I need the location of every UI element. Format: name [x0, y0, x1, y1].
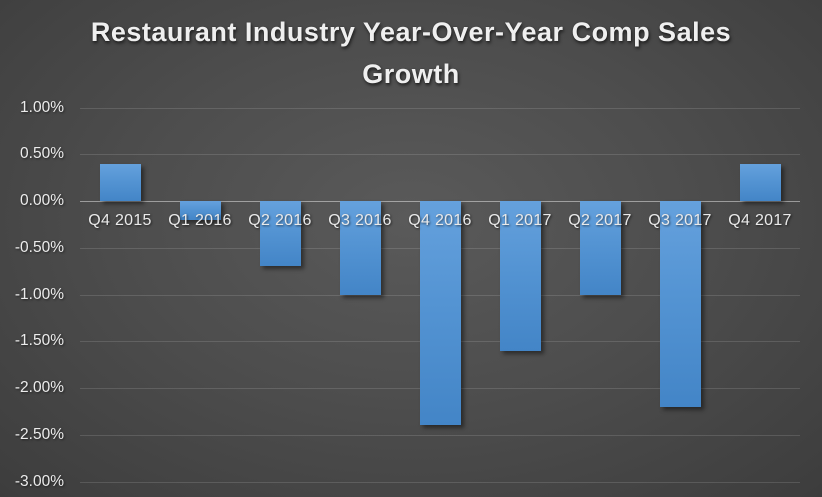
- y-tick-label: -3.00%: [14, 473, 64, 490]
- bar-q4-2015: [100, 164, 141, 201]
- x-label-q1-2016: Q1 2016: [168, 212, 232, 229]
- y-tick-label: 0.50%: [20, 145, 64, 162]
- y-tick-label: 1.00%: [20, 99, 64, 116]
- x-label-q3-2016: Q3 2016: [328, 212, 392, 229]
- gridline--3.00%: [80, 482, 800, 483]
- x-label-q1-2017: Q1 2017: [488, 212, 552, 229]
- bar-q1-2016: [180, 201, 221, 220]
- x-label-q2-2016: Q2 2016: [248, 212, 312, 229]
- y-tick-label: -2.50%: [14, 426, 64, 443]
- y-tick-label: 0.00%: [20, 192, 64, 209]
- gridline-1.00%: [80, 108, 800, 109]
- y-tick-label: -1.00%: [14, 286, 64, 303]
- x-label-q2-2017: Q2 2017: [568, 212, 632, 229]
- gridline-0.50%: [80, 154, 800, 155]
- gridline--2.50%: [80, 435, 800, 436]
- x-label-q3-2017: Q3 2017: [648, 212, 712, 229]
- bar-q3-2016: [340, 201, 381, 295]
- x-label-q4-2017: Q4 2017: [728, 212, 792, 229]
- bar-q3-2017: [660, 201, 701, 407]
- x-label-q4-2015: Q4 2015: [88, 212, 152, 229]
- bar-q2-2017: [580, 201, 621, 295]
- y-tick-label: -2.00%: [14, 379, 64, 396]
- bar-q1-2017: [500, 201, 541, 351]
- chart-title: Restaurant Industry Year-Over-Year Comp …: [90, 17, 732, 89]
- x-label-q4-2016: Q4 2016: [408, 212, 472, 229]
- bar-q4-2016: [420, 201, 461, 425]
- bar-q4-2017: [740, 164, 781, 201]
- bar-q2-2016: [260, 201, 301, 266]
- y-tick-label: -0.50%: [14, 239, 64, 256]
- y-tick-label: -1.50%: [14, 332, 64, 349]
